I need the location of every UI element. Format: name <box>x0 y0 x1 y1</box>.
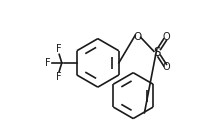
Text: F: F <box>45 58 50 68</box>
Text: O: O <box>163 62 170 72</box>
Text: F: F <box>56 72 61 82</box>
Text: O: O <box>134 32 142 42</box>
Text: F: F <box>56 44 61 54</box>
Text: S: S <box>153 46 160 59</box>
Text: O: O <box>163 32 170 42</box>
